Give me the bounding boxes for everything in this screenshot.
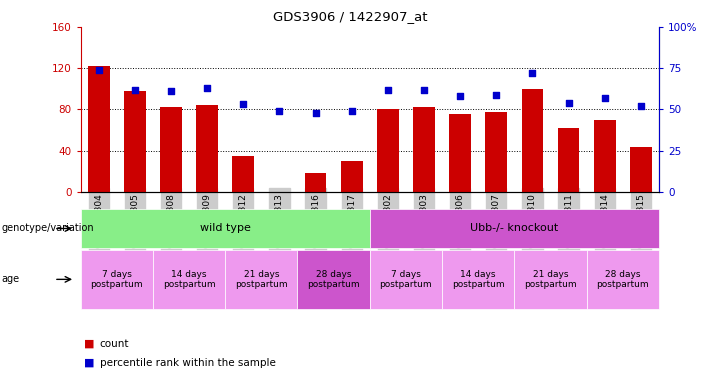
Text: 28 days
postpartum: 28 days postpartum (307, 270, 360, 289)
Bar (594, 120, 615, 192)
Bar (124, 91, 146, 192)
Bar (88, 66, 109, 192)
Point (129, 86, 140, 93)
Point (563, 100, 574, 106)
Bar (196, 105, 218, 192)
Text: 14 days
postpartum: 14 days postpartum (163, 270, 215, 289)
Point (454, 93, 465, 99)
Text: ■: ■ (84, 358, 95, 368)
Text: ■: ■ (84, 339, 95, 349)
Point (491, 91, 502, 98)
Text: percentile rank within the sample: percentile rank within the sample (100, 358, 275, 368)
Text: wild type: wild type (200, 223, 251, 233)
Point (382, 86, 393, 93)
Bar (449, 114, 471, 192)
Point (201, 85, 212, 91)
Text: 7 days
postpartum: 7 days postpartum (380, 270, 433, 289)
Text: 14 days
postpartum: 14 days postpartum (452, 270, 505, 289)
Point (527, 70, 538, 76)
Point (346, 108, 358, 114)
Bar (630, 147, 652, 192)
Point (599, 95, 611, 101)
Text: age: age (1, 274, 20, 285)
Point (93, 67, 104, 73)
Point (238, 101, 249, 108)
Point (310, 110, 321, 116)
Bar (305, 174, 327, 192)
Text: Ubb-/- knockout: Ubb-/- knockout (470, 223, 559, 233)
Bar (341, 161, 362, 192)
Text: 28 days
postpartum: 28 days postpartum (597, 270, 649, 289)
Text: genotype/variation: genotype/variation (1, 223, 94, 233)
Point (418, 86, 430, 93)
Bar (558, 128, 580, 192)
Bar (233, 156, 254, 192)
Text: count: count (100, 339, 129, 349)
Bar (485, 111, 507, 192)
Bar (377, 109, 399, 192)
Text: 21 days
postpartum: 21 days postpartum (235, 270, 287, 289)
Text: GDS3906 / 1422907_at: GDS3906 / 1422907_at (273, 10, 428, 23)
Point (274, 108, 285, 114)
Point (165, 88, 177, 94)
Text: 7 days
postpartum: 7 days postpartum (90, 270, 143, 289)
Bar (522, 89, 543, 192)
Point (635, 103, 646, 109)
Bar (160, 108, 182, 192)
Text: 21 days
postpartum: 21 days postpartum (524, 270, 577, 289)
Bar (413, 108, 435, 192)
